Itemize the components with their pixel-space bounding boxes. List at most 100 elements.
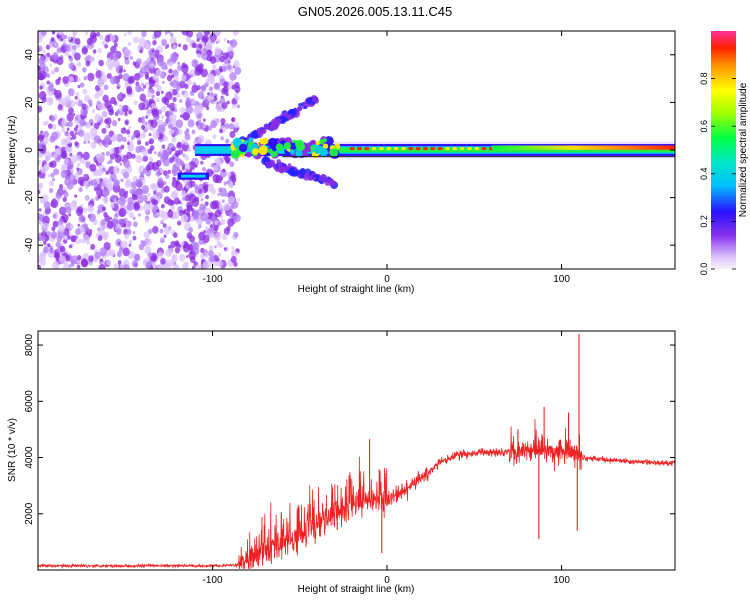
spectrogram-noise-blob (202, 166, 207, 172)
spectrogram-tone-bead (401, 146, 406, 151)
spectrogram-noise-blob (127, 41, 132, 47)
spectrogram-noise-blob (133, 100, 138, 106)
spectrogram-noise-blob (41, 31, 47, 36)
spectrogram-noise-blob (142, 168, 147, 174)
spectrogram-noise-blob (184, 130, 189, 136)
spectrogram-noise-blob (83, 174, 87, 178)
spectrogram-noise-blob (102, 167, 106, 172)
spectrogram-noise-blob (78, 129, 85, 137)
spectrogram-noise-blob (151, 262, 156, 267)
spectrogram-cluster-blob (295, 149, 303, 158)
spectrogram-noise-blob (149, 62, 155, 69)
spectrogram-x-tick-label: 100 (553, 274, 570, 285)
spectrogram-noise-blob (116, 133, 124, 143)
spectrogram-image (38, 31, 675, 269)
spectrogram-noise-blob (53, 153, 58, 160)
spectrogram-noise-blob (57, 104, 63, 111)
spectrogram-noise-blob (88, 46, 93, 51)
spectrogram-noise-blob (214, 245, 217, 249)
spectrogram-noise-blob (191, 129, 196, 135)
spectrogram-noise-blob (135, 84, 142, 93)
spectrogram-noise-blob (75, 100, 80, 106)
spectrogram-noise-blob (212, 134, 217, 139)
spectrogram-noise-blob (179, 169, 183, 174)
spectrogram-noise-blob (142, 194, 148, 202)
spectrogram-cluster-blob (275, 143, 284, 152)
spectrogram-noise-blob (165, 248, 173, 258)
spectrogram-noise-blob (133, 253, 141, 262)
spectrogram-noise-blob (180, 74, 187, 82)
spectrogram-noise-blob (131, 260, 138, 268)
spectrogram-noise-blob (235, 97, 238, 101)
spectrogram-noise-blob (220, 136, 224, 141)
spectrogram-noise-blob (133, 36, 140, 44)
spectrogram-noise-blob (176, 180, 180, 185)
spectrogram-cluster-blob (245, 151, 252, 158)
spectrogram-noise-blob (167, 169, 172, 174)
spectrogram-noise-blob (148, 156, 154, 163)
spectrogram-noise-blob (88, 180, 94, 186)
spectrogram-noise-blob (83, 223, 89, 230)
spectrogram-noise-blob (178, 244, 182, 248)
spectrogram-noise-blob (178, 200, 182, 205)
spectrogram-noise-blob (109, 173, 117, 182)
spectrogram-noise-blob (73, 52, 81, 61)
spectrogram-noise-blob (222, 168, 226, 173)
spectrogram-noise-blob (209, 56, 217, 64)
spectrogram-noise-blob (223, 247, 227, 251)
spectrogram-noise-blob (175, 81, 181, 87)
spectrogram-noise-blob (216, 159, 222, 167)
spectrogram-branch-blob (298, 168, 306, 176)
spectrogram-noise-blob (181, 241, 185, 246)
spectrogram-noise-blob (207, 92, 210, 96)
spectrogram-noise-blob (124, 81, 128, 86)
spectrogram-noise-blob (144, 82, 149, 87)
spectrogram-noise-blob (203, 31, 211, 36)
spectrogram-noise-blob (219, 128, 223, 134)
spectrogram-branch-blob (256, 127, 263, 133)
spectrogram-noise-blob (147, 148, 153, 155)
spectrogram-noise-blob (76, 264, 81, 269)
spectrogram-noise-blob (86, 37, 93, 46)
spectrogram-noise-blob (230, 256, 237, 264)
spectrogram-noise-blob (60, 208, 64, 212)
spectrogram-noise-blob (164, 66, 168, 70)
spectrogram-noise-blob (54, 148, 60, 155)
spectrogram-noise-blob (233, 261, 238, 267)
spectrogram-cluster-blob (319, 139, 325, 145)
spectrogram-noise-blob (204, 226, 208, 230)
spectrogram-noise-blob (145, 115, 149, 119)
spectrogram-noise-blob (163, 234, 167, 239)
spectrogram-noise-blob (64, 44, 71, 52)
spectrogram-noise-blob (77, 162, 81, 167)
spectrogram-noise-blob (237, 197, 240, 202)
spectrogram-noise-blob (46, 98, 54, 106)
spectrogram-noise-blob (82, 234, 90, 243)
spectrogram-noise-blob (141, 148, 149, 157)
spectrogram-noise-blob (38, 236, 41, 240)
spectrogram-noise-blob (114, 213, 119, 218)
spectrogram-noise-blob (63, 34, 68, 40)
spectrogram-noise-blob (141, 31, 147, 38)
spectrogram-noise-blob (99, 247, 107, 257)
spectrogram-noise-blob (218, 252, 222, 257)
spectrogram-noise-blob (215, 40, 219, 44)
spectrogram-noise-blob (157, 124, 166, 134)
spectrogram-noise-blob (231, 84, 236, 90)
spectrogram-noise-blob (174, 103, 178, 108)
spectrogram-noise-blob (106, 104, 114, 113)
spectrogram-noise-blob (123, 48, 131, 58)
spectrogram-noise-blob (198, 183, 204, 190)
spectrogram-y-tick-label: -40 (24, 238, 35, 253)
spectrogram-noise-blob (224, 122, 230, 129)
spectrogram-noise-blob (152, 184, 159, 193)
spectrogram-noise-blob (221, 199, 225, 203)
spectrogram-noise-blob (124, 180, 132, 189)
spectrogram-noise-blob (117, 242, 121, 246)
spectrogram-noise-blob (117, 117, 121, 122)
spectrogram-noise-blob (46, 52, 51, 58)
spectrogram-noise-blob (97, 101, 101, 105)
spectrogram-noise-blob (192, 265, 196, 269)
spectrogram-noise-blob (96, 188, 104, 198)
spectrogram-noise-blob (182, 262, 189, 269)
